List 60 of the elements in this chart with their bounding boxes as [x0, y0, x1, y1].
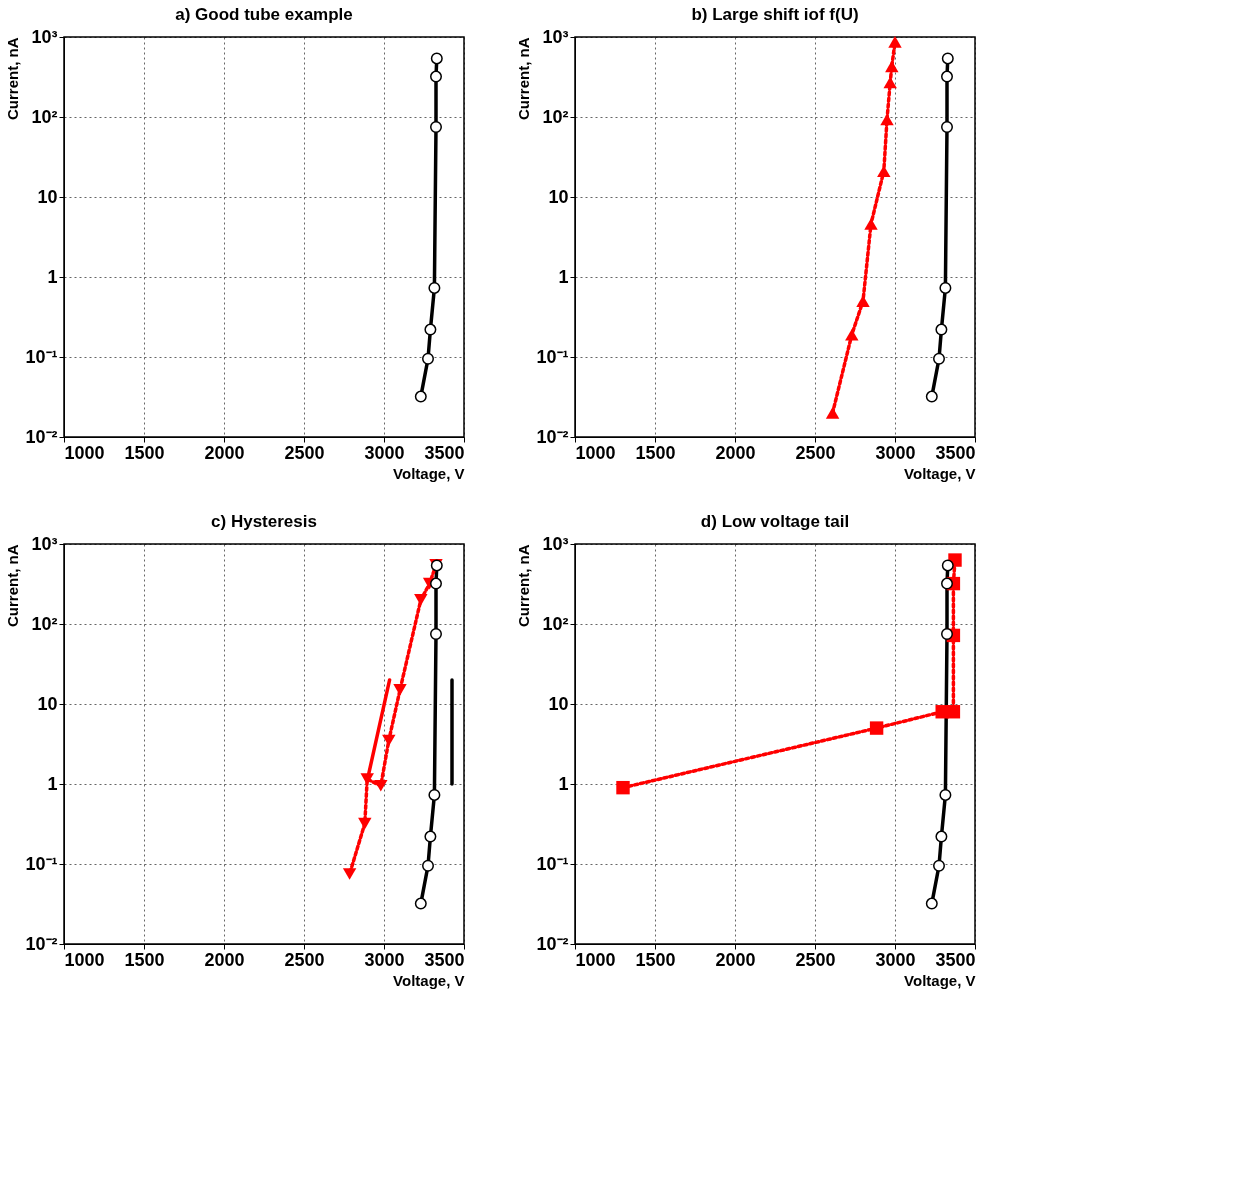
y-axis-title: Current, nA [515, 544, 533, 627]
x-tick-label: 1000 [64, 949, 105, 970]
x-tick-label: 3500 [935, 949, 976, 970]
chart-title: d) Low voltage tail [700, 512, 850, 531]
y-tick-label: 10⁻² [536, 426, 569, 447]
y-axis-title: Current, nA [515, 37, 533, 120]
x-tick-label: 2000 [715, 949, 756, 970]
x-tick-label: 3000 [875, 949, 916, 970]
x-tick-label: 2000 [204, 442, 245, 463]
x-tick-label: 2500 [795, 949, 836, 970]
y-tick-label: 1 [558, 266, 569, 287]
y-tick-label: 10² [31, 613, 58, 634]
y-tick-label: 1 [47, 773, 58, 794]
x-tick-label: 3500 [424, 442, 465, 463]
x-tick-label: 1500 [124, 949, 165, 970]
y-axis-title: Current, nA [4, 37, 22, 120]
y-tick-label: 10² [31, 106, 58, 127]
x-tick-label: 3000 [364, 442, 405, 463]
x-tick-label: 1000 [64, 442, 105, 463]
y-tick-label: 10⁻¹ [25, 853, 58, 874]
x-tick-label: 2500 [795, 442, 836, 463]
x-tick-label: 2500 [284, 442, 325, 463]
x-tick-label: 2000 [204, 949, 245, 970]
x-axis-title: Voltage, V [393, 971, 465, 989]
y-tick-label: 10³ [542, 26, 569, 47]
y-tick-label: 10² [542, 106, 569, 127]
y-tick-label: 10² [542, 613, 569, 634]
y-tick-label: 10 [548, 186, 569, 207]
x-tick-label: 2000 [715, 442, 756, 463]
y-tick-label: 1 [47, 266, 58, 287]
y-tick-label: 10⁻¹ [25, 346, 58, 367]
y-tick-label: 10³ [31, 26, 58, 47]
y-tick-label: 10⁻² [536, 933, 569, 954]
x-tick-label: 3500 [424, 949, 465, 970]
y-tick-label: 10⁻¹ [536, 346, 569, 367]
y-tick-label: 1 [558, 773, 569, 794]
x-tick-label: 3000 [875, 442, 916, 463]
y-tick-label: 10⁻¹ [536, 853, 569, 874]
y-tick-label: 10 [37, 186, 58, 207]
y-tick-label: 10⁻² [25, 933, 58, 954]
x-tick-label: 3500 [935, 442, 976, 463]
chart-title: c) Hysteresis [211, 512, 317, 531]
x-axis-title: Voltage, V [904, 464, 976, 482]
y-tick-label: 10⁻² [25, 426, 58, 447]
x-tick-label: 1500 [635, 442, 676, 463]
y-axis-title: Current, nA [4, 544, 22, 627]
x-tick-label: 3000 [364, 949, 405, 970]
y-tick-label: 10 [37, 693, 58, 714]
x-tick-label: 1000 [575, 442, 616, 463]
y-tick-label: 10³ [31, 533, 58, 554]
y-tick-label: 10³ [542, 533, 569, 554]
x-tick-label: 1000 [575, 949, 616, 970]
chart-title: a) Good tube example [175, 5, 353, 24]
x-tick-label: 1500 [124, 442, 165, 463]
x-axis-title: Voltage, V [904, 971, 976, 989]
x-tick-label: 1500 [635, 949, 676, 970]
y-tick-label: 10 [548, 693, 569, 714]
x-tick-label: 2500 [284, 949, 325, 970]
x-axis-title: Voltage, V [393, 464, 465, 482]
chart-title: b) Large shift iof f(U) [691, 5, 859, 24]
